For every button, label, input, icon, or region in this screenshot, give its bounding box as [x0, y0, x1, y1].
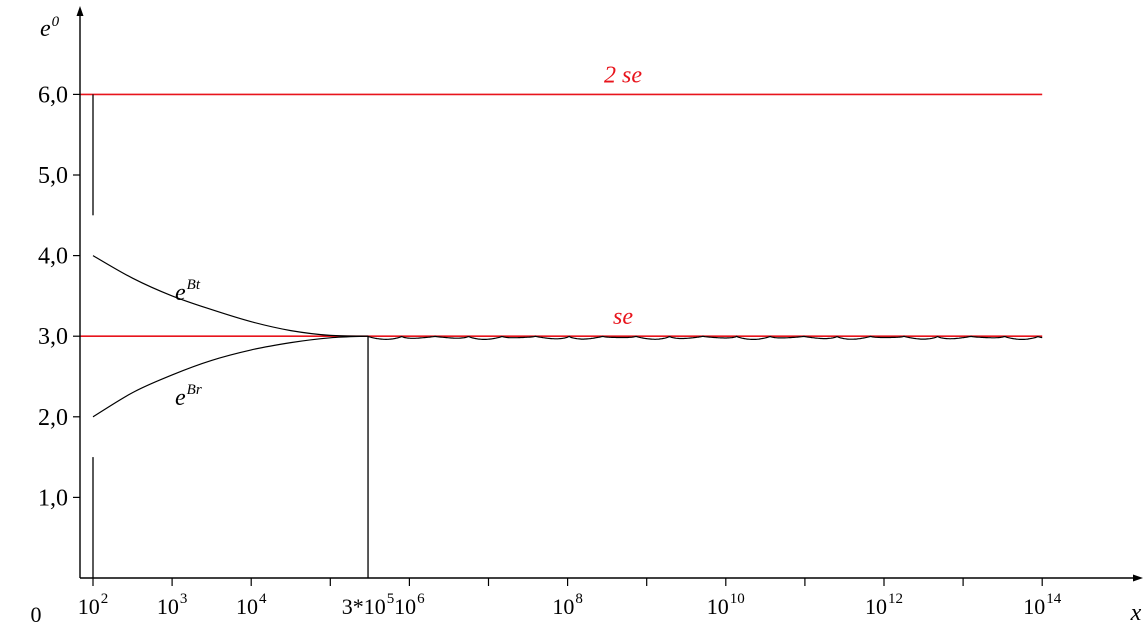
series-label: eBr	[175, 382, 202, 411]
x-tick-label-base: 3*10	[342, 594, 386, 619]
x-tick-label-base: 10	[157, 594, 179, 619]
x-tick-label-exponent: 4	[259, 591, 267, 607]
series-label-base: e	[175, 280, 186, 306]
x-tick-label: 102	[78, 591, 109, 619]
x-tick-label-base: 10	[707, 594, 729, 619]
y-axis-label: e0	[40, 14, 60, 42]
x-tick-label: 103	[157, 591, 188, 619]
x-tick-label-exponent: 12	[888, 591, 903, 607]
y-tick-label: 4,0	[38, 244, 68, 270]
x-tick-label-base: 10	[78, 594, 100, 619]
x-tick-label-base: 10	[1023, 594, 1045, 619]
series-line	[92, 255, 369, 337]
series-label: eBt	[175, 277, 201, 306]
y-tick-label: 1,0	[38, 485, 68, 511]
x-tick-label-base: 10	[236, 594, 258, 619]
y-tick-label: 3,0	[38, 324, 68, 350]
series-label-superscript: Bt	[187, 277, 201, 293]
marker-lines-layer	[92, 94, 369, 578]
x-tick-label-base: 10	[552, 594, 574, 619]
x-tick-label-exponent: 8	[575, 591, 583, 607]
x-tick-label: 108	[552, 591, 583, 619]
x-tick-label-exponent: 14	[1046, 591, 1062, 607]
reference-line-label: 2 se	[604, 62, 642, 88]
x-tick-label: 1014	[1023, 591, 1062, 619]
y-tick-label: 6,0	[38, 82, 68, 108]
x-tick-label-exponent: 10	[730, 591, 745, 607]
y-axis-label-superscript: 0	[52, 14, 60, 30]
x-tick-label-exponent: 3	[180, 591, 188, 607]
x-tick-label-exponent: 6	[417, 591, 425, 607]
oscillation-line	[367, 335, 1043, 341]
reference-lines-layer	[80, 93, 1043, 338]
x-tick-label-base: 10	[865, 594, 887, 619]
x-tick-label: 3*105	[342, 591, 395, 619]
reference-line-label: se	[613, 304, 633, 330]
x-tick-label-base: 10	[394, 594, 416, 619]
x-tick-label-exponent: 5	[387, 591, 395, 607]
x-tick-label: 106	[394, 591, 425, 619]
x-axis-arrow	[1133, 574, 1143, 582]
series-label-superscript: Br	[187, 382, 202, 398]
axes-layer	[73, 6, 1143, 586]
x-axis-label: x	[1130, 600, 1142, 626]
y-axis-arrow	[76, 6, 84, 16]
origin-label: 0	[31, 602, 42, 627]
x-tick-label: 1012	[865, 591, 903, 619]
x-tick-label-exponent: 2	[101, 591, 109, 607]
series-line	[92, 335, 369, 418]
x-tick-label: 1010	[707, 591, 745, 619]
y-tick-label: 5,0	[38, 163, 68, 189]
y-axis-label-base: e	[40, 16, 51, 42]
y-tick-label: 2,0	[38, 405, 68, 431]
series-layer	[92, 255, 1043, 418]
x-tick-label: 104	[236, 591, 267, 619]
series-label-base: e	[175, 385, 186, 411]
